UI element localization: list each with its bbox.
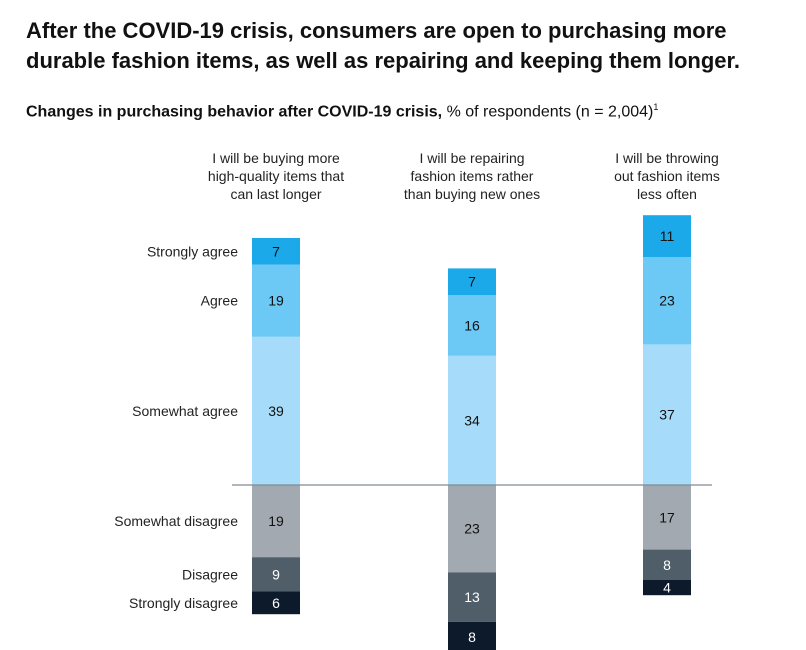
value-label-2-disagree: 13 <box>464 589 480 605</box>
bar-1-disagree <box>252 557 300 592</box>
value-label-3-disagree: 8 <box>663 557 671 573</box>
bar-3-strongly-agree <box>643 215 691 257</box>
value-label-3-somewhat-agree: 37 <box>659 407 675 423</box>
bar-2-strongly-agree <box>448 268 496 295</box>
value-label-2-agree: 16 <box>464 317 480 333</box>
row-label-strongly-disagree: Strongly disagree <box>129 595 238 611</box>
value-label-2-somewhat-agree: 34 <box>464 412 480 428</box>
value-label-2-strongly-disagree: 8 <box>468 629 476 645</box>
row-label-agree: Agree <box>201 293 239 309</box>
column-header-1-line-3: can last longer <box>230 186 321 202</box>
value-label-1-disagree: 9 <box>272 566 280 582</box>
row-label-disagree: Disagree <box>182 566 238 582</box>
column-header-3-line-3: less often <box>637 186 697 202</box>
value-label-2-somewhat-disagree: 23 <box>464 521 480 537</box>
bar-2-disagree <box>448 572 496 622</box>
column-header-2-line-3: than buying new ones <box>404 186 540 202</box>
column-header-1-line-1: I will be buying more <box>212 150 340 166</box>
chart-subtitle: Changes in purchasing behavior after COV… <box>26 102 658 121</box>
value-label-3-strongly-agree: 11 <box>660 228 675 244</box>
subtitle-footnote: 1 <box>653 102 659 112</box>
bar-1-somewhat-disagree <box>252 485 300 558</box>
bar-1-strongly-agree <box>252 238 300 265</box>
bar-2-strongly-disagree <box>448 621 496 650</box>
value-label-3-strongly-disagree: 4 <box>663 580 671 596</box>
row-label-somewhat-disagree: Somewhat disagree <box>114 513 238 529</box>
value-label-1-somewhat-agree: 39 <box>268 403 284 419</box>
row-label-strongly-agree: Strongly agree <box>147 243 238 259</box>
column-header-3-line-1: I will be throwing <box>615 150 719 166</box>
bar-1-agree <box>252 264 300 337</box>
bar-3-disagree <box>643 549 691 580</box>
value-label-1-somewhat-disagree: 19 <box>268 513 284 529</box>
value-label-1-agree: 19 <box>268 293 284 309</box>
column-header-2-line-2: fashion items rather <box>411 168 534 184</box>
bar-1-somewhat-agree <box>252 336 300 485</box>
column-header-2-line-1: I will be repairing <box>419 150 524 166</box>
value-label-3-somewhat-disagree: 17 <box>659 509 675 525</box>
bar-3-somewhat-disagree <box>643 485 691 550</box>
value-label-3-agree: 23 <box>659 293 675 309</box>
bar-3-agree <box>643 257 691 345</box>
chart-headline: After the COVID-19 crisis, consumers are… <box>26 18 740 73</box>
bar-3-somewhat-agree <box>643 344 691 485</box>
column-header-1-line-2: high-quality items that <box>208 168 344 184</box>
value-label-1-strongly-agree: 7 <box>272 243 280 259</box>
bar-3-strongly-disagree <box>643 580 691 596</box>
value-label-1-strongly-disagree: 6 <box>272 595 280 611</box>
bar-2-somewhat-disagree <box>448 485 496 573</box>
value-label-2-strongly-agree: 7 <box>468 274 476 290</box>
bar-2-somewhat-agree <box>448 355 496 485</box>
subtitle-bold: Changes in purchasing behavior after COV… <box>26 103 443 121</box>
bar-2-agree <box>448 295 496 356</box>
subtitle-normal: % of respondents (n = 2,004) <box>442 103 654 121</box>
bar-1-strongly-disagree <box>252 591 300 615</box>
row-label-somewhat-agree: Somewhat agree <box>132 403 238 419</box>
column-header-3-line-2: out fashion items <box>614 168 720 184</box>
